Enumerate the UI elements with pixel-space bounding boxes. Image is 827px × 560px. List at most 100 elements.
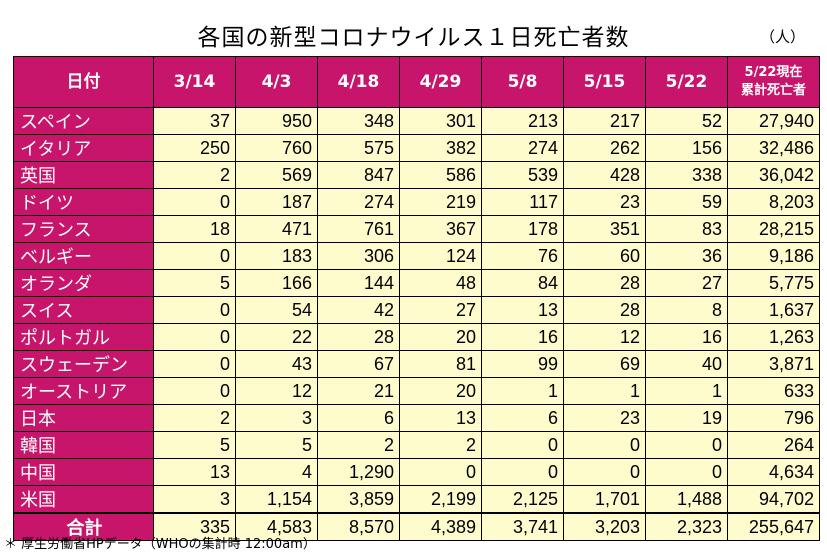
daily-deaths-cell: 28 — [563, 296, 646, 324]
daily-deaths-cell: 0 — [563, 431, 646, 459]
daily-deaths-cell: 84 — [481, 269, 564, 297]
cumulative-cell: 796 — [727, 404, 820, 432]
daily-deaths-cell: 4,583 — [235, 512, 318, 541]
daily-deaths-cell: 144 — [317, 269, 400, 297]
daily-deaths-cell: 27 — [645, 269, 728, 297]
country-name: ポルトガル — [13, 323, 154, 351]
cumulative-cell: 32,486 — [727, 134, 820, 162]
deaths-table: 日付 3/14 4/3 4/18 4/29 5/8 5/15 5/22 5/22… — [13, 56, 820, 541]
column-header-label: 日付 — [13, 56, 154, 108]
country-name: 韓国 — [13, 431, 154, 459]
daily-deaths-cell: 586 — [399, 161, 482, 189]
daily-deaths-cell: 217 — [563, 107, 646, 135]
unit-label: （人） — [759, 28, 805, 46]
daily-deaths-cell: 22 — [235, 323, 318, 351]
daily-deaths-cell: 0 — [153, 350, 236, 378]
daily-deaths-cell: 847 — [317, 161, 400, 189]
daily-deaths-cell: 1,701 — [563, 485, 646, 514]
daily-deaths-cell: 124 — [399, 242, 482, 270]
daily-deaths-cell: 117 — [481, 188, 564, 216]
country-name: 中国 — [13, 458, 154, 486]
daily-deaths-cell: 575 — [317, 134, 400, 162]
daily-deaths-cell: 6 — [481, 404, 564, 432]
table-row: イタリア 250 760 575 382 274 262 156 32,486 — [13, 134, 820, 162]
country-name: フランス — [13, 215, 154, 243]
cumulative-cell: 94,702 — [727, 485, 820, 514]
table-row: 日本 2 3 6 13 6 23 19 796 — [13, 404, 820, 432]
cumulative-cell: 9,186 — [727, 242, 820, 270]
daily-deaths-cell: 13 — [481, 296, 564, 324]
daily-deaths-cell: 0 — [481, 458, 564, 486]
daily-deaths-cell: 0 — [563, 458, 646, 486]
column-header-date: 4/3 — [235, 56, 318, 108]
daily-deaths-cell: 250 — [153, 134, 236, 162]
daily-deaths-cell: 48 — [399, 269, 482, 297]
daily-deaths-cell: 306 — [317, 242, 400, 270]
daily-deaths-cell: 1,290 — [317, 458, 400, 486]
daily-deaths-cell: 8,570 — [317, 512, 400, 541]
daily-deaths-cell: 539 — [481, 161, 564, 189]
country-name: オーストリア — [13, 377, 154, 405]
daily-deaths-cell: 5 — [153, 269, 236, 297]
daily-deaths-cell: 12 — [563, 323, 646, 351]
daily-deaths-cell: 16 — [645, 323, 728, 351]
table-row: フランス 18 471 761 367 178 351 83 28,215 — [13, 215, 820, 243]
daily-deaths-cell: 18 — [153, 215, 236, 243]
cumulative-cell: 633 — [727, 377, 820, 405]
daily-deaths-cell: 1,154 — [235, 485, 318, 514]
daily-deaths-cell: 42 — [317, 296, 400, 324]
cumulative-cell: 4,634 — [727, 458, 820, 486]
column-header-date: 5/22 — [645, 56, 728, 108]
daily-deaths-cell: 19 — [645, 404, 728, 432]
country-name: ドイツ — [13, 188, 154, 216]
cumulative-header-line2: 累計死亡者 — [740, 83, 806, 98]
table-row: オランダ 5 166 144 48 84 28 27 5,775 — [13, 269, 820, 297]
daily-deaths-cell: 37 — [153, 107, 236, 135]
table-row: 英国 2 569 847 586 539 428 338 36,042 — [13, 161, 820, 189]
daily-deaths-cell: 21 — [317, 377, 400, 405]
daily-deaths-cell: 81 — [399, 350, 482, 378]
daily-deaths-cell: 99 — [481, 350, 564, 378]
daily-deaths-cell: 67 — [317, 350, 400, 378]
cumulative-cell: 1,263 — [727, 323, 820, 351]
daily-deaths-cell: 5 — [153, 431, 236, 459]
table-row: オーストリア 0 12 21 20 1 1 1 633 — [13, 377, 820, 405]
daily-deaths-cell: 338 — [645, 161, 728, 189]
daily-deaths-cell: 2 — [153, 161, 236, 189]
daily-deaths-cell: 20 — [399, 377, 482, 405]
daily-deaths-cell: 20 — [399, 323, 482, 351]
cumulative-cell: 28,215 — [727, 215, 820, 243]
table-row: スウェーデン 0 43 67 81 99 69 40 3,871 — [13, 350, 820, 378]
page-title: 各国の新型コロナウイルス１日死亡者数 — [197, 25, 630, 51]
daily-deaths-cell: 4,389 — [399, 512, 482, 541]
column-header-date: 5/15 — [563, 56, 646, 108]
daily-deaths-cell: 187 — [235, 188, 318, 216]
country-name: スウェーデン — [13, 350, 154, 378]
table-row: 米国 3 1,154 3,859 2,199 2,125 1,701 1,488 94,702 — [13, 485, 820, 514]
daily-deaths-cell: 2,199 — [399, 485, 482, 514]
country-name: ベルギー — [13, 242, 154, 270]
daily-deaths-cell: 27 — [399, 296, 482, 324]
daily-deaths-cell: 16 — [481, 323, 564, 351]
daily-deaths-cell: 351 — [563, 215, 646, 243]
daily-deaths-cell: 178 — [481, 215, 564, 243]
daily-deaths-cell: 1,488 — [645, 485, 728, 514]
daily-deaths-cell: 262 — [563, 134, 646, 162]
daily-deaths-cell: 367 — [399, 215, 482, 243]
daily-deaths-cell: 43 — [235, 350, 318, 378]
daily-deaths-cell: 760 — [235, 134, 318, 162]
daily-deaths-cell: 3 — [153, 485, 236, 514]
daily-deaths-cell: 40 — [645, 350, 728, 378]
total-row: 合計 335 4,583 8,570 4,389 3,741 3,203 2,323 255,6… — [13, 512, 820, 541]
daily-deaths-cell: 761 — [317, 215, 400, 243]
daily-deaths-cell: 2 — [317, 431, 400, 459]
total-label: 合計 — [13, 512, 154, 541]
daily-deaths-cell: 13 — [153, 458, 236, 486]
daily-deaths-cell: 3,859 — [317, 485, 400, 514]
daily-deaths-cell: 219 — [399, 188, 482, 216]
daily-deaths-cell: 69 — [563, 350, 646, 378]
table-row: ドイツ 0 187 274 219 117 23 59 8,203 — [13, 188, 820, 216]
daily-deaths-cell: 1 — [645, 377, 728, 405]
daily-deaths-cell: 428 — [563, 161, 646, 189]
daily-deaths-cell: 4 — [235, 458, 318, 486]
